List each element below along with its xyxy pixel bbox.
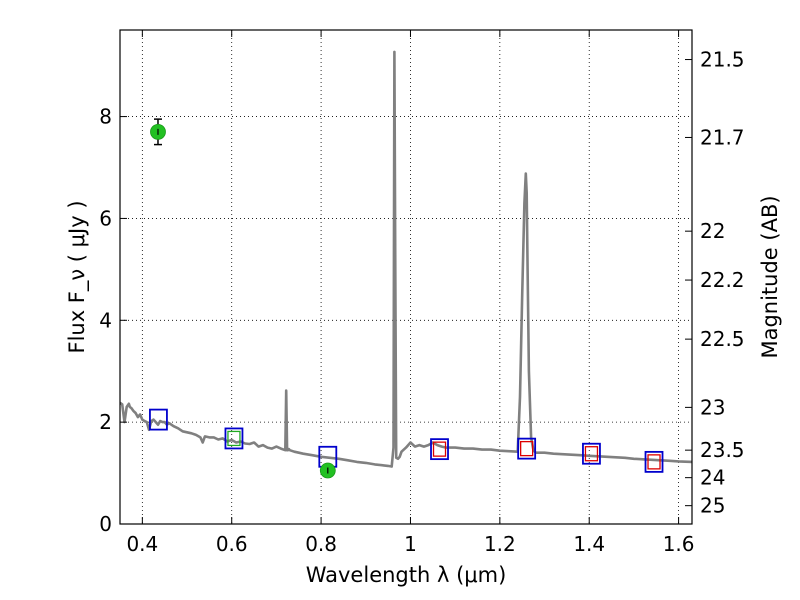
x-axis-label: Wavelength λ (μm) (306, 563, 507, 587)
y-tick-label: 2 (99, 410, 112, 434)
band-red-box (647, 454, 661, 470)
y-tick-label: 4 (99, 308, 112, 332)
y-tick-label: 8 (99, 105, 112, 129)
x-tick-label: 1 (404, 532, 417, 556)
x-tick-label: 1.2 (484, 532, 516, 556)
x-tick-label: 1.6 (663, 532, 695, 556)
y-axis-label: Flux F_ν ( μJy ) (65, 200, 90, 353)
axis-ticks: 0.4 0.6 0.8 1 1.2 1.4 1.60246821.521.72222.222… (99, 30, 745, 556)
x-tick-label: 0.8 (305, 532, 337, 556)
x-tick-label: 0.4 (126, 532, 158, 556)
model-photometry-box (644, 450, 664, 473)
band-red-box (520, 440, 534, 457)
y2-tick-label: 21.5 (700, 48, 745, 72)
band-red-box (432, 441, 447, 457)
x-tick-label: 0.6 (216, 532, 248, 556)
model-photometry-box (517, 437, 537, 460)
y2-tick-label: 22.2 (700, 268, 745, 292)
model-photometry-box (582, 442, 601, 465)
model-sed-line (120, 50, 692, 468)
x-tick-label: 1.4 (573, 532, 605, 556)
y2-tick-label: 22.5 (700, 327, 745, 351)
y2-tick-label: 22 (700, 219, 725, 243)
plot-frame (119, 29, 693, 525)
y-tick-label: 0 (99, 512, 112, 536)
y2-axis-label: Magnitude (AB) (758, 195, 782, 358)
plot-content (120, 50, 692, 479)
y2-tick-label: 21.7 (700, 125, 745, 149)
band-red-box (584, 446, 599, 462)
y2-tick-label: 23.5 (700, 438, 745, 462)
plot-area (120, 50, 692, 479)
model-photometry-box (149, 408, 168, 431)
y2-tick-label: 23 (700, 395, 725, 419)
band-green-box (227, 430, 241, 447)
model-photometry-box (430, 438, 449, 461)
y2-tick-label: 25 (700, 494, 725, 518)
y2-tick-label: 24 (700, 466, 725, 490)
y-tick-label: 6 (99, 206, 112, 230)
model-photometry-box (224, 427, 244, 450)
